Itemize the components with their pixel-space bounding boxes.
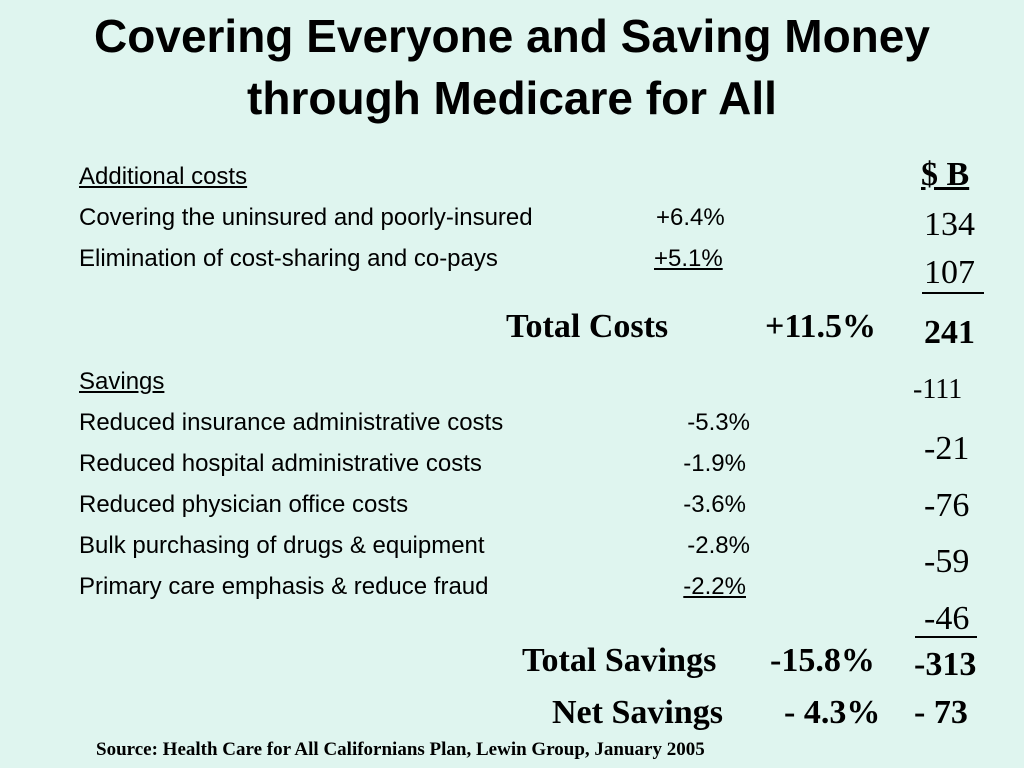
total-costs-label: Total Costs [506,308,669,345]
subtotal-rule [922,292,984,294]
savings-item-label: Primary care emphasis & reduce fraud [79,573,489,600]
savings-item-pct: -1.9% [683,450,746,477]
savings-item-pct: -3.6% [683,491,746,518]
savings-item-amount: -21 [924,430,970,467]
unit-header: $ B [921,156,970,193]
cost-item-label: Covering the uninsured and poorly-insure… [79,204,533,231]
source-note: Source: Health Care for All Californians… [96,739,705,760]
savings-item-amount: -59 [924,543,970,580]
savings-item-label: Reduced insurance administrative costs [79,409,504,436]
savings-heading: Savings [79,368,165,395]
savings-item-pct: -2.2% [683,573,746,600]
savings-item-label: Bulk purchasing of drugs & equipment [79,532,485,559]
total-savings-pct: -15.8% [770,642,875,679]
total-costs-pct: +11.5% [765,308,876,345]
cost-item-amount: 107 [924,254,975,291]
net-savings-pct: - 4.3% [784,694,881,731]
subtotal-rule [915,636,977,638]
cost-item-amount: 134 [924,206,975,243]
total-savings-amount: -313 [914,646,977,683]
savings-item-label: Reduced physician office costs [79,491,409,518]
cost-item-label: Elimination of cost-sharing and co-pays [79,245,498,272]
savings-item-amount: -76 [924,487,970,524]
savings-item-label: Reduced hospital administrative costs [79,450,482,477]
total-costs-amount: 241 [924,314,975,351]
page-title-line-2: through Medicare for All [247,72,777,124]
cost-item-pct: +6.4% [656,204,725,231]
additional-costs-heading: Additional costs [79,163,248,190]
net-savings-amount: - 73 [914,694,968,731]
savings-item-pct: -2.8% [687,532,750,559]
total-savings-label: Total Savings [522,642,717,679]
net-savings-label: Net Savings [552,694,723,731]
savings-item-pct: -5.3% [687,409,750,436]
page-title-line-1: Covering Everyone and Saving Money [94,10,930,62]
cost-item-pct: +5.1% [654,245,723,272]
savings-heading-amount: -111 [913,374,963,405]
savings-item-amount: -46 [924,600,970,637]
